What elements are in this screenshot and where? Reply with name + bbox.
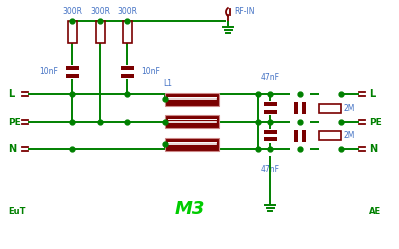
Text: 300R: 300R — [62, 7, 82, 16]
Text: M3: M3 — [175, 200, 205, 218]
Text: AE: AE — [369, 206, 381, 215]
Text: 10nF: 10nF — [141, 66, 160, 75]
Bar — [263, 110, 277, 114]
Text: 300R: 300R — [117, 7, 137, 16]
Text: PE: PE — [369, 118, 382, 126]
Bar — [65, 74, 79, 78]
Bar — [319, 104, 341, 113]
Text: N: N — [369, 144, 377, 154]
Bar — [120, 74, 134, 78]
Bar — [65, 66, 79, 70]
Bar — [263, 102, 277, 106]
Bar — [294, 102, 298, 114]
Bar — [319, 131, 341, 140]
Bar — [165, 137, 219, 150]
Text: L: L — [369, 89, 375, 99]
Bar — [165, 115, 219, 128]
Text: 10nF: 10nF — [39, 66, 58, 75]
Bar — [95, 21, 105, 43]
Text: 2M: 2M — [344, 131, 356, 140]
Bar — [294, 129, 298, 141]
Bar — [165, 92, 219, 106]
Text: PE: PE — [8, 118, 21, 126]
Text: N: N — [8, 144, 16, 154]
Bar — [67, 21, 77, 43]
Bar — [302, 129, 306, 141]
Text: EuT: EuT — [8, 206, 26, 215]
Text: L: L — [8, 89, 14, 99]
Text: L1: L1 — [163, 79, 172, 88]
Bar — [122, 21, 132, 43]
Text: 2M: 2M — [344, 104, 356, 113]
Text: 47nF: 47nF — [261, 165, 280, 174]
Text: 300R: 300R — [90, 7, 110, 16]
Bar — [302, 102, 306, 114]
Text: RF-IN: RF-IN — [234, 6, 255, 15]
Text: 47nF: 47nF — [261, 73, 280, 82]
Bar — [263, 137, 277, 141]
Bar — [263, 130, 277, 134]
Bar — [120, 66, 134, 70]
